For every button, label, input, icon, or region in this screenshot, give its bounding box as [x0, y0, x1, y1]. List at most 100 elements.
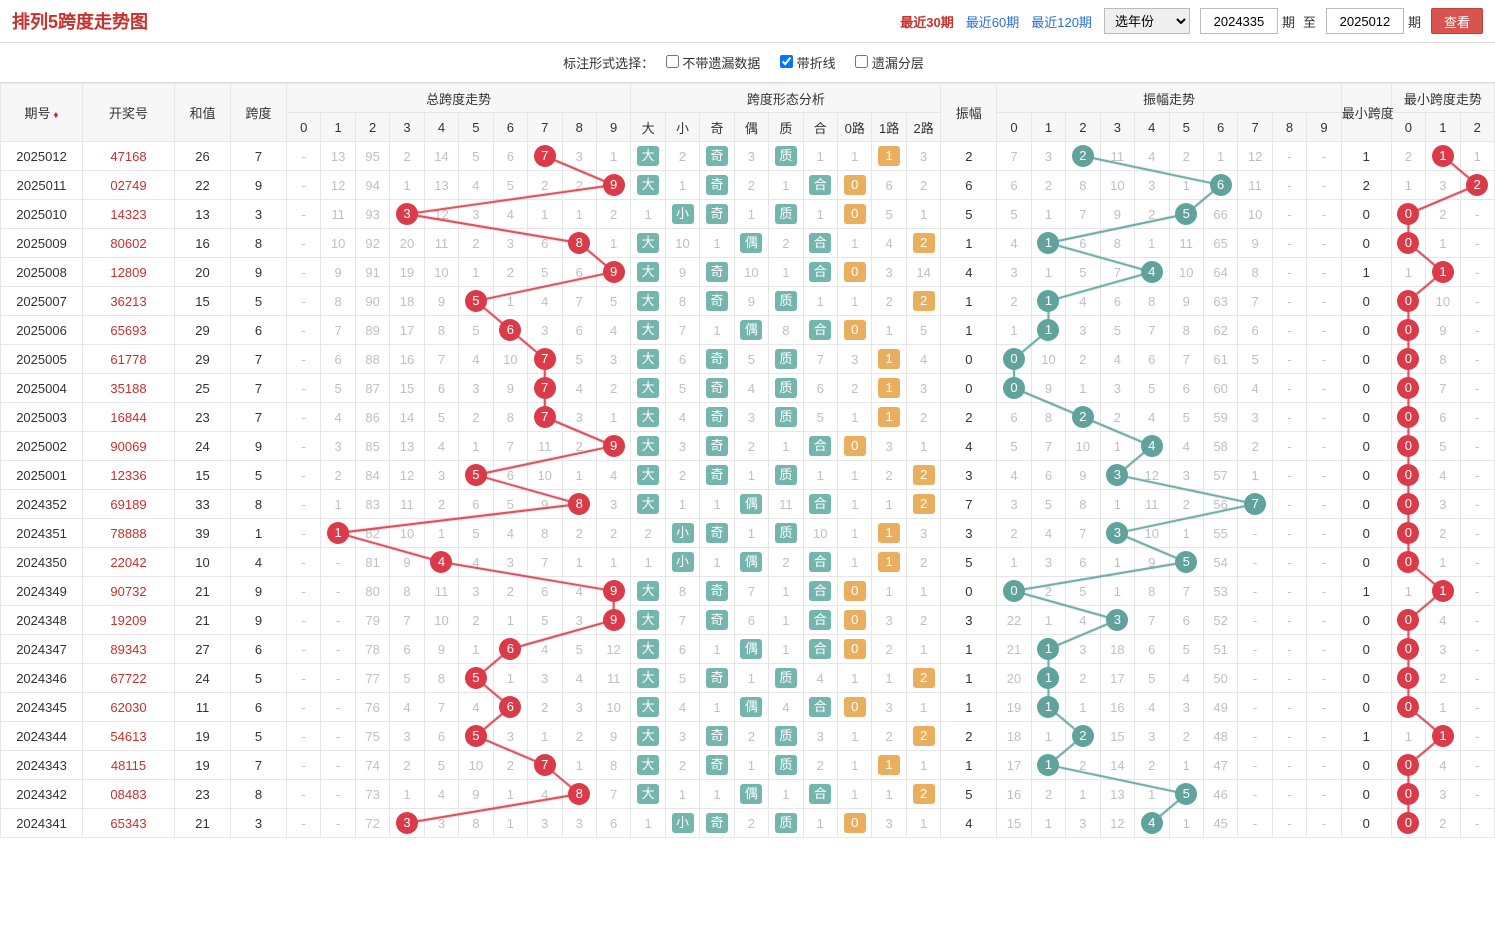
shape-tag: 质: [775, 755, 797, 775]
shape-tag: 小: [672, 552, 694, 572]
hdr-span-5: 5: [459, 113, 493, 142]
shape-tag: 奇: [706, 175, 728, 195]
shape-tag: 质: [775, 465, 797, 485]
hdr-min-0: 0: [1391, 113, 1425, 142]
shape-tag: 奇: [706, 204, 728, 224]
page-title: 排列5跨度走势图: [12, 8, 148, 34]
range-30[interactable]: 最近30期: [900, 12, 953, 31]
hdr-shape-4: 质: [769, 113, 803, 142]
hdr-span-7: 7: [528, 113, 562, 142]
hdr-shape-1: 小: [665, 113, 699, 142]
table-row: 202500980602168-1092201123681大101偶2合1421…: [1, 229, 1495, 258]
shape-tag: 大: [637, 175, 659, 195]
hdr-span-0: 0: [287, 113, 321, 142]
shape-tag: 质: [775, 349, 797, 369]
shape-tag: 2: [913, 291, 935, 311]
span-ball: 9: [603, 261, 625, 283]
hdr-shape-7: 1路: [872, 113, 906, 142]
table-row: 202500290069249-385134171129大3奇21合031457…: [1, 432, 1495, 461]
min-ball: 2: [1466, 174, 1488, 196]
min-ball: 0: [1397, 551, 1419, 573]
hdr-shape-5: 合: [803, 113, 837, 142]
table-row: 202501247168267-139521456731大2奇3质1113273…: [1, 142, 1495, 171]
shape-tag: 合: [809, 436, 831, 456]
hdr-span-6: 6: [493, 113, 527, 142]
amp-ball: 6: [1210, 174, 1232, 196]
shape-tag: 奇: [706, 291, 728, 311]
amp-ball: 1: [1037, 667, 1059, 689]
from-period-input[interactable]: [1200, 8, 1278, 34]
hdr-period[interactable]: 期号: [1, 84, 83, 142]
opt-no-omit-check[interactable]: [666, 55, 679, 68]
opt-layer[interactable]: 遗漏分层: [855, 56, 924, 71]
shape-tag: 合: [809, 552, 831, 572]
shape-tag: 大: [637, 755, 659, 775]
shape-tag: 大: [637, 407, 659, 427]
shape-tag: 大: [637, 320, 659, 340]
table-row: 202434454613195--753653129大3奇2质312221812…: [1, 722, 1495, 751]
shape-tag: 偶: [740, 494, 762, 514]
shape-tag: 偶: [740, 320, 762, 340]
opt-layer-check[interactable]: [855, 55, 868, 68]
shape-tag: 2: [913, 465, 935, 485]
hdr-shape-6: 0路: [838, 113, 872, 142]
table-row: 202434208483238--731491487大11偶1合11251621…: [1, 780, 1495, 809]
min-ball: 0: [1397, 754, 1419, 776]
table-row: 202435178888391-182101548222小奇1质10113324…: [1, 519, 1495, 548]
shape-tag: 合: [809, 262, 831, 282]
table-row: 202500812809209-991191012569大9奇101合03144…: [1, 258, 1495, 287]
range-60[interactable]: 最近60期: [966, 12, 1019, 31]
opt-line[interactable]: 带折线: [780, 56, 836, 71]
shape-tag: 奇: [706, 813, 728, 833]
amp-ball: 0: [1003, 580, 1025, 602]
min-ball: 0: [1397, 667, 1419, 689]
shape-tag: 0: [844, 175, 866, 195]
shape-tag: 1: [878, 552, 900, 572]
shape-tag: 合: [809, 581, 831, 601]
view-button[interactable]: 查看: [1431, 8, 1483, 34]
hdr-shape-2: 奇: [700, 113, 734, 142]
shape-tag: 奇: [706, 349, 728, 369]
shape-tag: 2: [913, 784, 935, 804]
header-bar: 排列5跨度走势图 最近30期 最近60期 最近120期 选年份 期 至 期 查看: [0, 0, 1495, 43]
shape-tag: 偶: [740, 233, 762, 253]
shape-tag: 合: [809, 697, 831, 717]
hdr-amp-8: 8: [1272, 113, 1306, 142]
amp-ball: 3: [1106, 464, 1128, 486]
shape-tag: 奇: [706, 726, 728, 746]
shape-tag: 大: [637, 233, 659, 253]
opt-no-omit[interactable]: 不带遗漏数据: [666, 56, 761, 71]
shape-tag: 1: [878, 755, 900, 775]
table-row: 202435022042104--8194437111小1偶2合11251361…: [1, 548, 1495, 577]
table-row: 202434819209219--7971021539大7奇61合0323221…: [1, 606, 1495, 635]
min-ball: 0: [1397, 783, 1419, 805]
shape-tag: 0: [844, 639, 866, 659]
hdr-span-3: 3: [390, 113, 424, 142]
hdr-amptrend: 振幅走势: [997, 84, 1341, 113]
hdr-shape: 跨度形态分析: [631, 84, 941, 113]
hdr-minspan: 最小跨度: [1341, 84, 1391, 142]
opt-line-check[interactable]: [780, 55, 793, 68]
shape-tag: 奇: [706, 465, 728, 485]
shape-tag: 0: [844, 813, 866, 833]
shape-tag: 质: [775, 204, 797, 224]
table-row: 202501014323133-1193312341121小奇1质1051551…: [1, 200, 1495, 229]
range-120[interactable]: 最近120期: [1031, 12, 1092, 31]
amp-ball: 4: [1141, 435, 1163, 457]
table-row: 202500316844237-48614528731大4奇3质51122682…: [1, 403, 1495, 432]
to-period-input[interactable]: [1326, 8, 1404, 34]
shape-tag: 质: [775, 146, 797, 166]
shape-tag: 奇: [706, 378, 728, 398]
amp-ball: 1: [1037, 232, 1059, 254]
shape-tag: 大: [637, 726, 659, 746]
shape-tag: 奇: [706, 436, 728, 456]
hdr-amp-7: 7: [1238, 113, 1272, 142]
shape-tag: 合: [809, 784, 831, 804]
span-ball: 6: [499, 638, 521, 660]
hdr-amp-9: 9: [1307, 113, 1341, 142]
hdr-span-9: 9: [596, 113, 630, 142]
span-ball: 5: [465, 464, 487, 486]
shape-tag: 大: [637, 668, 659, 688]
year-select[interactable]: 选年份: [1104, 8, 1190, 34]
shape-tag: 质: [775, 407, 797, 427]
